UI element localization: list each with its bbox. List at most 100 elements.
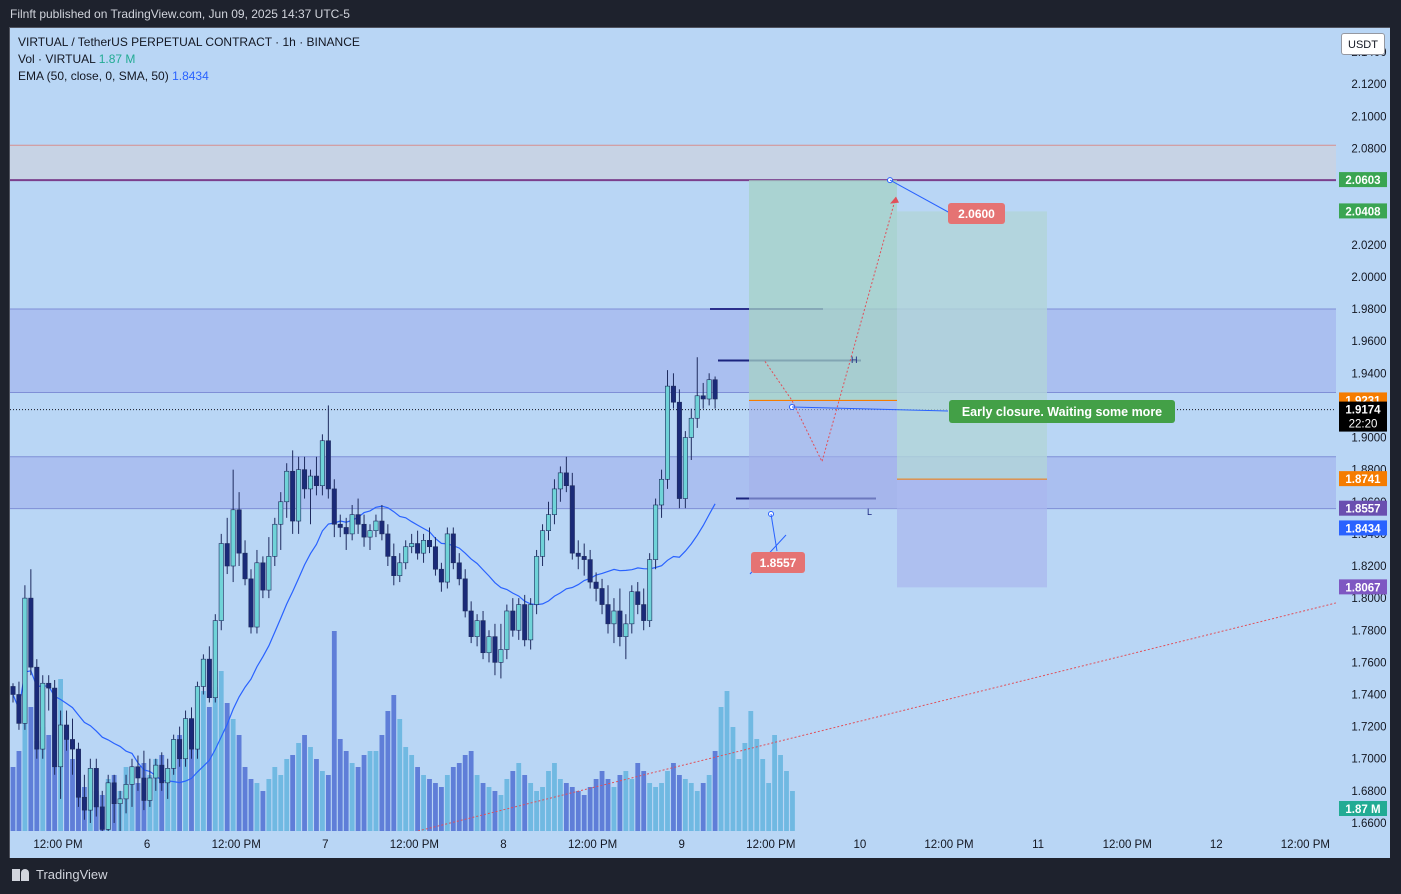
price-label-box[interactable] [1339, 471, 1387, 487]
candle[interactable] [141, 750, 147, 811]
candle[interactable] [670, 373, 676, 409]
candle[interactable] [409, 533, 415, 554]
candle[interactable] [504, 604, 510, 660]
candle[interactable] [421, 533, 427, 563]
candle[interactable] [147, 758, 153, 807]
candle[interactable] [46, 675, 52, 711]
target-zone-2[interactable] [897, 211, 1047, 480]
candle[interactable] [307, 469, 313, 525]
price-label-box[interactable] [1339, 520, 1387, 536]
candle[interactable] [528, 598, 534, 650]
candle[interactable] [236, 492, 242, 567]
candle[interactable] [319, 434, 325, 496]
currency-button[interactable]: USDT [1341, 33, 1385, 55]
candle[interactable] [183, 710, 189, 767]
candle[interactable] [272, 517, 278, 567]
trend-line[interactable] [417, 602, 1337, 832]
candle[interactable] [58, 710, 64, 799]
candle[interactable] [653, 498, 659, 570]
candle[interactable] [569, 472, 575, 560]
candle[interactable] [486, 630, 492, 663]
candle[interactable] [641, 588, 647, 631]
candle[interactable] [426, 527, 432, 554]
candle[interactable] [557, 466, 563, 502]
candle[interactable] [438, 562, 444, 592]
tradingview-logo[interactable]: TradingView [12, 867, 108, 882]
candle[interactable] [397, 553, 403, 583]
candle[interactable] [432, 537, 438, 576]
candle[interactable] [540, 524, 546, 567]
candle[interactable] [296, 456, 302, 534]
legend-volume[interactable]: Vol · VIRTUAL 1.87 M [18, 51, 360, 68]
candle[interactable] [278, 492, 284, 550]
stop-zone-2[interactable] [897, 479, 1047, 588]
candle[interactable] [171, 734, 177, 775]
projected-path[interactable] [764, 196, 897, 464]
candle[interactable] [617, 588, 623, 647]
candle[interactable] [593, 572, 599, 602]
candle[interactable] [599, 578, 605, 615]
candle[interactable] [498, 623, 504, 679]
candle[interactable] [522, 594, 528, 647]
candle[interactable] [391, 543, 397, 586]
candle[interactable] [456, 553, 462, 586]
candle[interactable] [611, 598, 617, 644]
candle[interactable] [575, 540, 581, 570]
candle[interactable] [534, 549, 540, 615]
price-label-box[interactable] [1339, 401, 1387, 432]
candle[interactable] [52, 680, 58, 775]
candle[interactable] [545, 501, 551, 541]
candle[interactable] [40, 675, 46, 759]
candle[interactable] [361, 514, 367, 547]
legend-ema[interactable]: EMA (50, close, 0, SMA, 50) 1.8434 [18, 68, 360, 85]
candle[interactable] [165, 758, 171, 799]
target-zone[interactable] [749, 180, 897, 401]
candle[interactable] [212, 614, 218, 703]
candle[interactable] [516, 598, 522, 640]
candle[interactable] [254, 549, 260, 634]
candle[interactable] [623, 614, 629, 660]
candle[interactable] [700, 382, 706, 409]
candle[interactable] [230, 469, 236, 583]
candle[interactable] [123, 774, 129, 814]
candle[interactable] [284, 463, 290, 518]
candle[interactable] [81, 774, 87, 820]
candle[interactable] [355, 498, 361, 534]
stop-callout-box[interactable] [751, 552, 805, 573]
candle[interactable] [551, 479, 557, 525]
candle[interactable] [444, 527, 450, 589]
candle[interactable] [10, 683, 16, 703]
candle[interactable] [87, 758, 93, 823]
candle[interactable] [16, 681, 22, 730]
candle[interactable] [325, 405, 331, 499]
candle[interactable] [34, 659, 40, 759]
candle[interactable] [373, 514, 379, 538]
candle[interactable] [28, 569, 34, 676]
candle[interactable] [635, 582, 641, 615]
candle[interactable] [93, 758, 99, 817]
candle[interactable] [403, 540, 409, 570]
candle[interactable] [682, 431, 688, 509]
candle[interactable] [587, 549, 593, 589]
candle[interactable] [647, 553, 653, 628]
candle[interactable] [266, 537, 272, 599]
candle[interactable] [450, 527, 456, 570]
candle[interactable] [659, 469, 665, 518]
candle[interactable] [69, 718, 75, 775]
price-chart[interactable]: 2.0600 1.8557 Early closure. Waiting some … [10, 28, 1390, 858]
candle[interactable] [581, 543, 587, 576]
candle[interactable] [290, 450, 296, 534]
price-axis[interactable] [1336, 28, 1390, 858]
candle[interactable] [415, 530, 421, 560]
candle[interactable] [224, 517, 230, 575]
candle[interactable] [694, 357, 700, 428]
candle[interactable] [349, 504, 355, 541]
price-label-box[interactable] [1339, 203, 1387, 219]
candle[interactable] [605, 585, 611, 634]
candle[interactable] [302, 456, 308, 499]
candle[interactable] [194, 681, 200, 759]
price-label-box[interactable] [1339, 172, 1387, 188]
legend-symbol[interactable]: VIRTUAL / TetherUS PERPETUAL CONTRACT · … [18, 35, 360, 49]
candle[interactable] [706, 373, 712, 406]
volume-label-box[interactable] [1339, 801, 1387, 816]
